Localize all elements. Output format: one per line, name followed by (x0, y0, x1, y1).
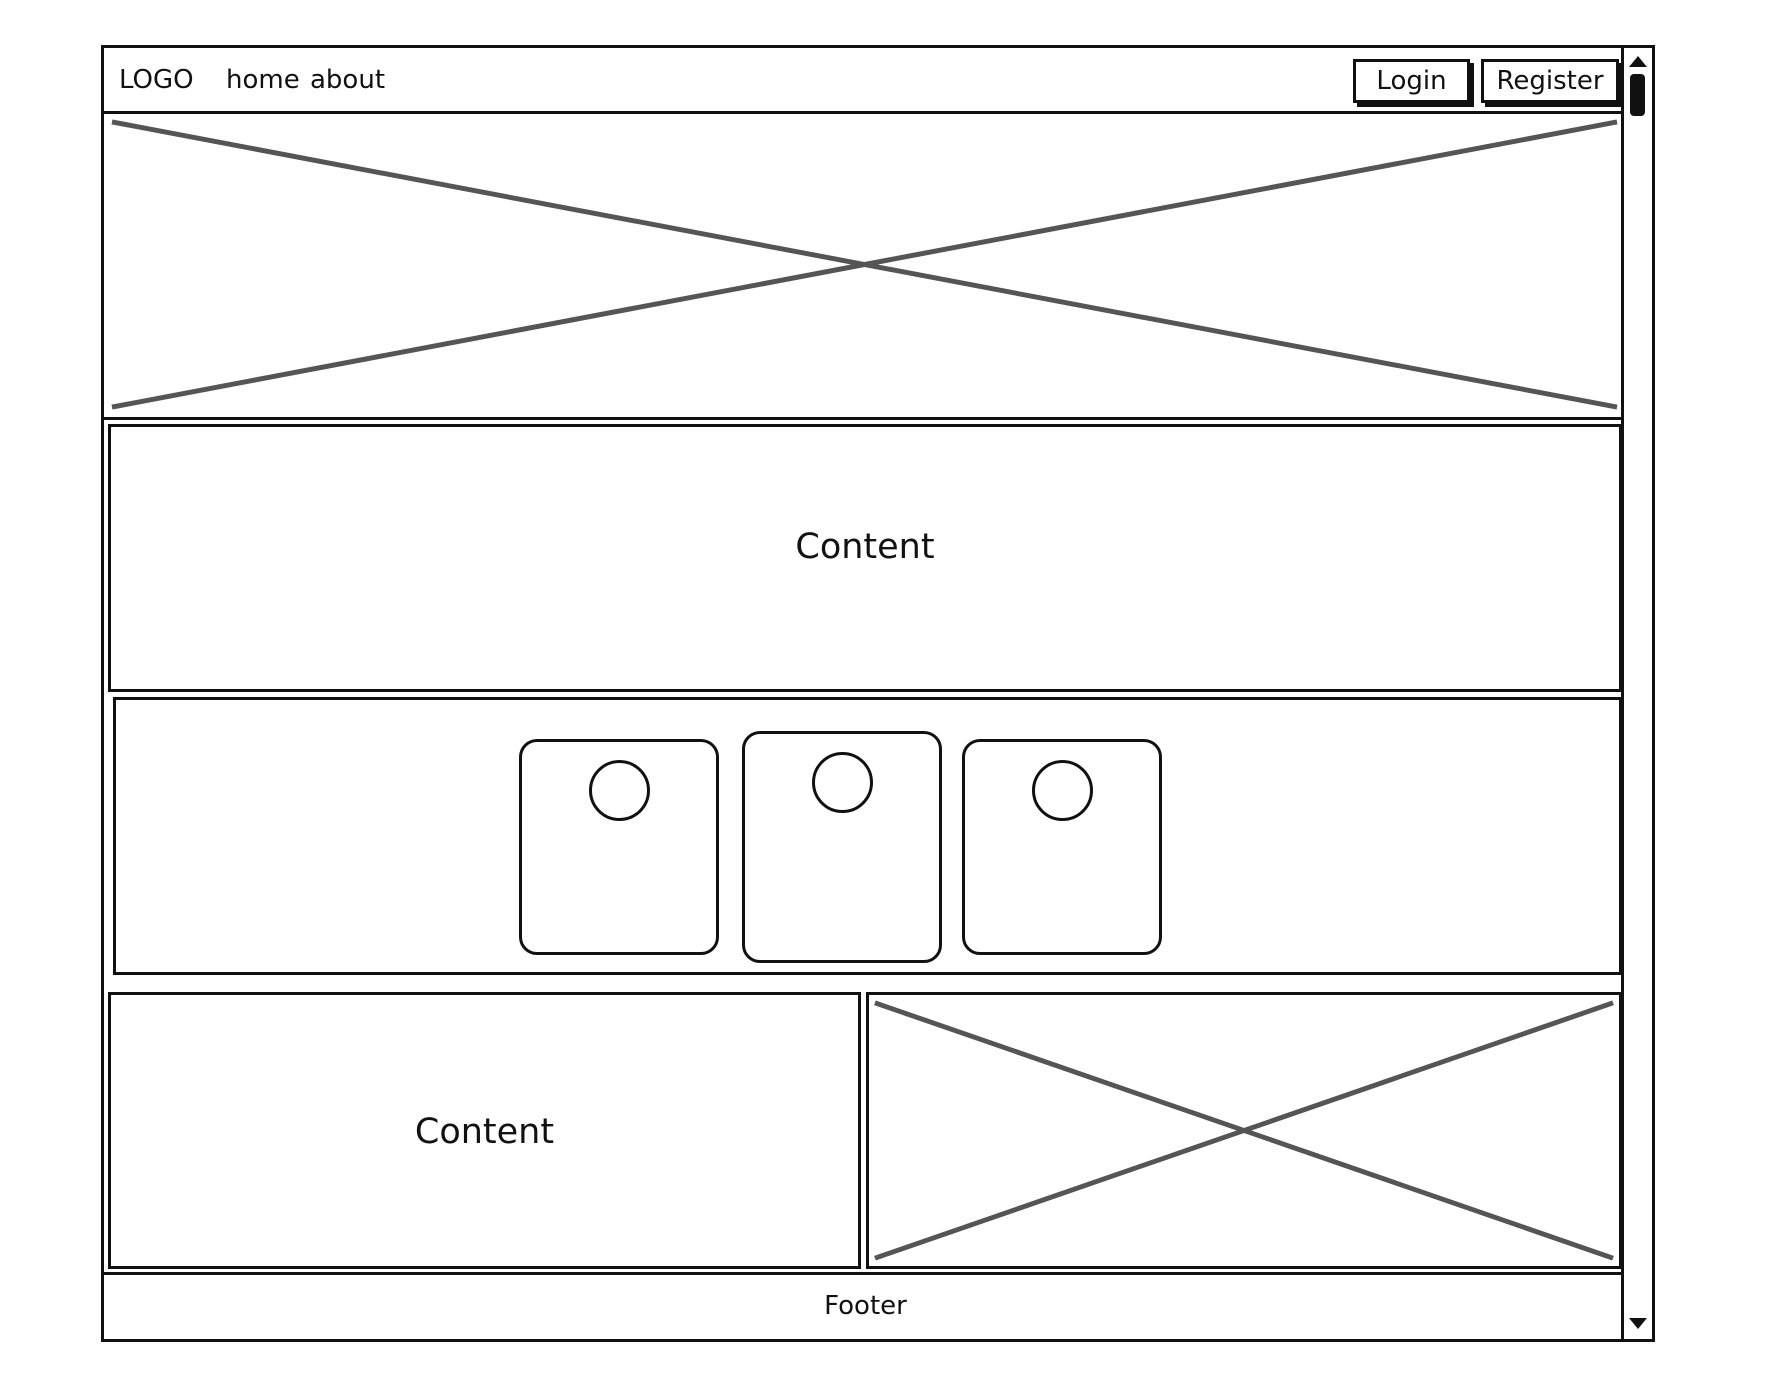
split-content-panel: Content (108, 992, 861, 1269)
footer-label: Footer (824, 1291, 907, 1321)
feature-card[interactable] (519, 739, 719, 955)
nav-link-about[interactable]: about (310, 65, 386, 95)
split-image-placeholder (866, 992, 1622, 1269)
content-section: Content (108, 424, 1622, 692)
feature-card[interactable] (742, 731, 942, 963)
footer: Footer (104, 1272, 1627, 1339)
circle-icon (589, 760, 650, 821)
top-navbar: LOGO home about Login Register (104, 48, 1627, 114)
content-label: Content (795, 527, 935, 567)
login-button[interactable]: Login (1353, 59, 1470, 103)
register-button[interactable]: Register (1481, 59, 1619, 103)
image-placeholder-icon (111, 119, 1618, 410)
content-label: Content (414, 1112, 555, 1152)
hero-image-placeholder (104, 114, 1627, 420)
circle-icon (812, 752, 873, 813)
scroll-up-arrow-icon[interactable] (1629, 56, 1647, 67)
logo: LOGO (119, 65, 194, 95)
cards-section (113, 697, 1622, 975)
feature-card[interactable] (962, 739, 1162, 955)
circle-icon (1032, 760, 1093, 821)
vertical-scrollbar[interactable] (1621, 48, 1652, 1339)
scroll-down-arrow-icon[interactable] (1629, 1318, 1647, 1329)
browser-window: LOGO home about Login Register Content C… (101, 45, 1655, 1342)
scroll-thumb[interactable] (1630, 74, 1645, 116)
nav-link-home[interactable]: home (226, 65, 300, 95)
image-placeholder-icon (874, 1000, 1614, 1261)
